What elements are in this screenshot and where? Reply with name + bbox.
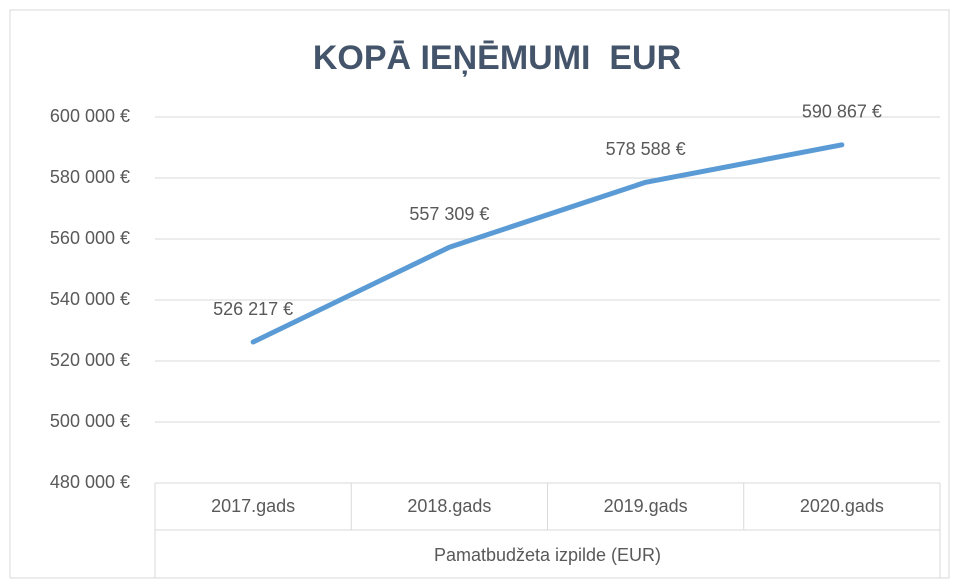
x-group-label: Pamatbudžeta izpilde (EUR): [434, 545, 661, 565]
x-tick-label: 2018.gads: [407, 496, 491, 516]
data-label: 590 867 €: [802, 102, 882, 122]
x-tick-label: 2020.gads: [800, 496, 884, 516]
chart-title: KOPĀ IEŅĒMUMI EUR: [313, 39, 681, 77]
line-series: [250, 142, 845, 345]
data-label: 557 309 €: [409, 204, 489, 224]
y-tick-label: 520 000 €: [50, 350, 130, 370]
y-tick-label: 480 000 €: [50, 472, 130, 492]
chart-border: [9, 9, 950, 579]
y-tick-label: 560 000 €: [50, 228, 130, 248]
y-tick-label: 500 000 €: [50, 411, 130, 431]
x-tick-label: 2017.gads: [211, 496, 295, 516]
y-tick-label: 580 000 €: [50, 167, 130, 187]
x-tick-label: 2019.gads: [604, 496, 688, 516]
y-tick-label: 600 000 €: [50, 106, 130, 126]
data-label: 578 588 €: [606, 139, 686, 159]
data-label: 526 217 €: [213, 299, 293, 319]
y-tick-label: 540 000 €: [50, 289, 130, 309]
